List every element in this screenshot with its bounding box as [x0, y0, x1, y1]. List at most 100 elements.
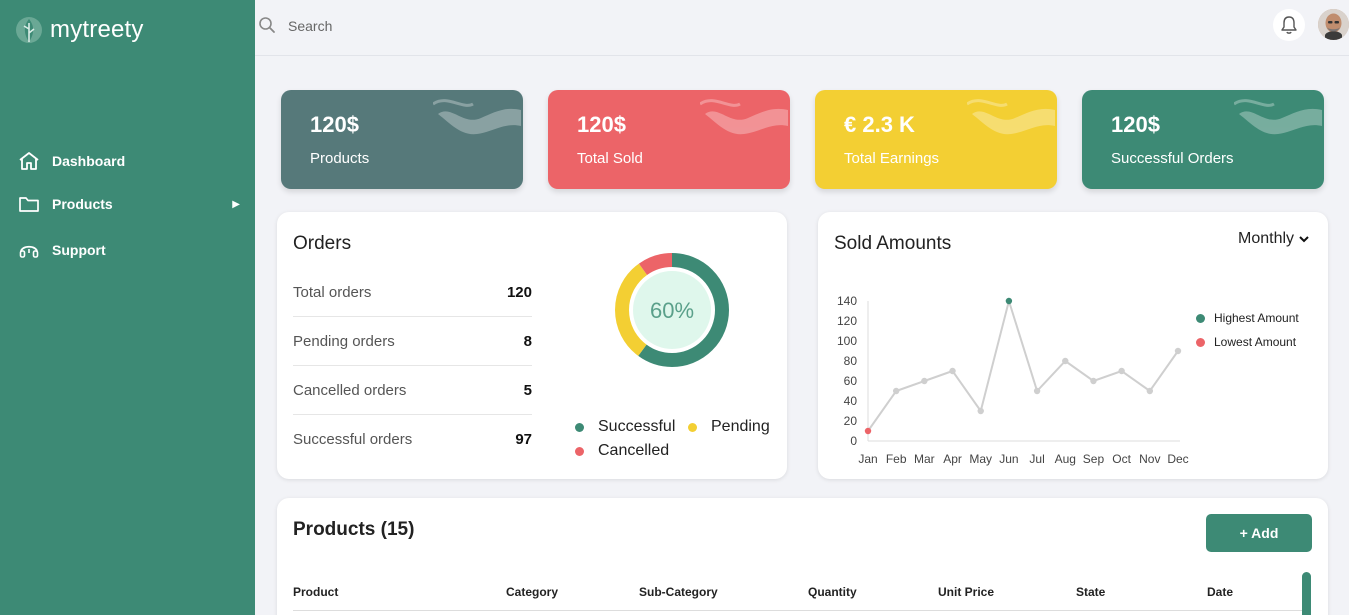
x-tick-label: Nov	[1139, 452, 1160, 466]
legend-pending: Pending	[688, 418, 770, 436]
y-tick-label: 0	[850, 434, 857, 448]
logo-icon	[16, 17, 42, 43]
search-icon	[259, 17, 275, 33]
sold-amounts-title: Sold Amounts	[834, 233, 952, 254]
legend-dot	[575, 446, 584, 456]
products-panel: Products (15) + Add Product Category Sub…	[277, 498, 1328, 615]
period-select-value: Monthly	[1238, 230, 1295, 247]
data-point-dec[interactable]	[1174, 347, 1182, 355]
donut-segment-cancelled	[615, 253, 729, 367]
legend-dot	[1196, 337, 1205, 347]
x-tick-label: Jul	[1029, 452, 1044, 466]
x-tick-label: Jan	[858, 452, 877, 466]
stat-value: 120$	[310, 112, 359, 137]
decorative-wave-icon	[433, 99, 521, 135]
stat-label: Successful Orders	[1111, 150, 1234, 167]
x-tick-label: Apr	[943, 452, 962, 466]
column-header-unit-price[interactable]: Unit Price	[938, 585, 995, 599]
x-tick-label: Feb	[886, 452, 907, 466]
avatar[interactable]	[1318, 9, 1349, 40]
order-value: 8	[523, 332, 532, 350]
legend-dot	[1196, 313, 1205, 323]
user-photo-icon	[1318, 9, 1349, 40]
decorative-wave-icon	[1234, 99, 1322, 135]
sold-amounts-line-chart: 0 20 40 60 80 100 120 140 Jan Feb Mar Apr May Jun Jul…	[837, 294, 1189, 466]
data-point-may[interactable]	[977, 407, 984, 415]
table-header-divider	[293, 610, 1308, 611]
stat-label: Products	[310, 150, 370, 167]
order-value: 120	[506, 283, 532, 301]
orders-panel: Orders Total orders 120 Pending orders 8…	[277, 212, 787, 479]
orders-donut-chart: 60%	[615, 253, 729, 367]
data-point-oct[interactable]	[1118, 367, 1125, 375]
data-point-sep[interactable]	[1090, 377, 1097, 385]
legend-dot	[688, 422, 697, 432]
y-tick-label: 100	[837, 334, 857, 348]
stat-label: Total Sold	[577, 150, 643, 167]
column-header-quantity[interactable]: Quantity	[808, 585, 857, 599]
headset-icon	[19, 245, 39, 258]
bell-icon	[1281, 16, 1297, 34]
column-header-category[interactable]: Category	[506, 585, 559, 599]
data-point-feb[interactable]	[892, 387, 900, 395]
data-point-jun[interactable]	[1005, 297, 1013, 305]
legend-highest: Highest Amount	[1196, 311, 1299, 325]
column-header-state[interactable]: State	[1076, 585, 1106, 599]
data-point-apr[interactable]	[949, 367, 956, 375]
legend-label: Successful	[598, 418, 676, 435]
x-tick-label: Jun	[999, 452, 1018, 466]
y-tick-label: 120	[837, 314, 857, 328]
data-point-jul[interactable]	[1033, 387, 1041, 395]
topbar	[255, 0, 1349, 56]
sidebar-item-dashboard[interactable]: Dashboard	[18, 151, 240, 171]
table-scrollbar[interactable]	[1302, 572, 1311, 615]
chevron-down-icon	[1299, 236, 1309, 243]
order-row-successful: Successful orders 97	[293, 415, 532, 464]
stat-value: 120$	[1111, 112, 1160, 137]
folder-icon	[19, 197, 39, 212]
sidebar-item-label: Support	[52, 242, 106, 258]
donut-center-label: 60%	[650, 298, 694, 323]
x-tick-label: Mar	[914, 452, 935, 466]
column-header-date[interactable]: Date	[1207, 585, 1234, 599]
y-tick-label: 60	[844, 374, 858, 388]
logo[interactable]: mytreety	[14, 15, 144, 45]
legend-label: Highest Amount	[1214, 311, 1299, 325]
stat-card-total-sold: 120$ Total Sold	[548, 90, 790, 189]
x-tick-label: May	[969, 452, 992, 466]
decorative-wave-icon	[967, 99, 1055, 135]
stat-card-successful-orders: 120$ Successful Orders	[1082, 90, 1324, 189]
legend-label: Cancelled	[598, 442, 670, 459]
decorative-wave-icon	[700, 99, 788, 135]
order-value: 97	[515, 431, 532, 448]
period-select[interactable]: Monthly	[1238, 230, 1310, 248]
donut-center	[633, 271, 711, 349]
data-point-mar[interactable]	[921, 377, 928, 385]
order-row-total: Total orders 120	[293, 268, 532, 317]
legend-label: Pending	[711, 418, 770, 435]
add-product-button[interactable]: + Add	[1206, 514, 1312, 552]
order-row-pending: Pending orders 8	[293, 317, 532, 366]
x-tick-label: Sep	[1083, 452, 1105, 466]
data-point-nov[interactable]	[1146, 387, 1154, 395]
data-point-aug[interactable]	[1062, 357, 1069, 365]
column-header-product[interactable]: Product	[293, 585, 339, 599]
stat-card-total-earnings: € 2.3 K Total Earnings	[815, 90, 1057, 189]
series-line	[867, 297, 1179, 432]
order-label: Total orders	[293, 283, 372, 301]
notification-button[interactable]	[1273, 9, 1305, 41]
sidebar-item-support[interactable]: Support	[18, 240, 240, 260]
products-title: Products (15)	[293, 519, 415, 540]
data-point-jan[interactable]	[864, 427, 872, 435]
x-tick-label: Aug	[1055, 452, 1076, 466]
legend-dot	[575, 422, 584, 432]
y-tick-label: 40	[844, 394, 858, 408]
sidebar-item-products[interactable]: Products ▶	[18, 195, 240, 213]
stat-value: 120$	[577, 112, 626, 137]
chevron-right-icon[interactable]: ▶	[232, 198, 240, 210]
stat-value: € 2.3 K	[844, 112, 915, 137]
sidebar: mytreety Dashboard Products ▶ Support	[0, 0, 255, 615]
search-input[interactable]	[288, 14, 588, 38]
column-header-sub-category[interactable]: Sub-Category	[639, 585, 718, 599]
legend-label: Lowest Amount	[1214, 335, 1297, 349]
